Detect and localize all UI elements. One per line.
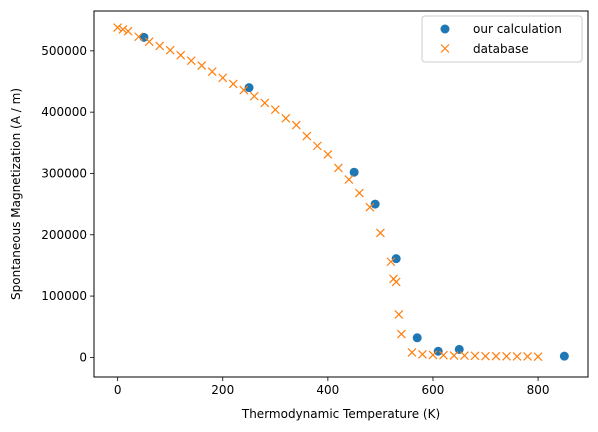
axis-ticks: 0 200 400 600 800 0 100000 200000 300000 400000 50…: [41, 44, 549, 397]
legend-label-our-calculation: our calculation: [473, 22, 562, 36]
point-database: [407, 348, 417, 357]
point-our-calculation: [559, 351, 569, 361]
point-database: [533, 352, 543, 362]
point-our-calculation: [349, 167, 359, 177]
point-database: [123, 26, 133, 36]
y-axis-label: Spontaneous Magnetization (A / m): [9, 88, 23, 300]
point-our-calculation: [433, 346, 443, 356]
point-database: [449, 351, 459, 360]
x-axis-label: Thermodynamic Temperature (K): [241, 407, 440, 421]
y-tick-label: 100000: [41, 289, 87, 303]
point-database: [270, 105, 280, 115]
point-database: [165, 45, 175, 55]
point-database: [391, 277, 401, 287]
point-database: [439, 350, 448, 360]
point-database: [375, 228, 385, 238]
plot-frame: [93, 10, 589, 378]
point-database: [249, 91, 259, 101]
point-database: [397, 329, 406, 339]
point-database: [291, 120, 301, 130]
point-database: [523, 352, 532, 361]
point-database: [118, 24, 128, 34]
point-database: [386, 257, 396, 267]
point-database: [144, 37, 154, 47]
point-database: [260, 98, 270, 108]
point-database: [460, 351, 469, 360]
point-database: [365, 202, 375, 212]
y-tick-label: 200000: [41, 228, 87, 242]
point-database: [481, 351, 490, 361]
point-database: [134, 32, 144, 42]
point-database: [176, 50, 186, 60]
y-tick-label: 300000: [41, 166, 87, 180]
point-database: [228, 79, 238, 89]
point-database: [502, 351, 511, 361]
point-our-calculation: [412, 333, 422, 343]
x-tick-label: 800: [527, 383, 550, 397]
legend: our calculation database: [421, 15, 583, 63]
legend-box: [421, 15, 583, 63]
point-database: [218, 73, 228, 83]
point-database: [418, 349, 427, 359]
point-database: [344, 175, 354, 185]
point-database: [281, 113, 291, 123]
x-tick-label: 600: [422, 383, 445, 397]
point-our-calculation: [454, 344, 464, 354]
y-tick-label: 0: [79, 350, 87, 364]
point-database: [512, 352, 522, 361]
y-tick-label: 500000: [41, 44, 87, 58]
data-points: [113, 23, 569, 362]
point-database: [197, 61, 207, 70]
point-our-calculation: [244, 83, 254, 93]
point-database: [394, 310, 404, 319]
point-our-calculation: [391, 254, 401, 264]
x-tick-label: 400: [316, 383, 339, 397]
x-tick-label: 200: [211, 383, 234, 397]
legend-label-database: database: [473, 42, 529, 56]
legend-marker-our-calculation: [440, 24, 450, 34]
point-database: [354, 188, 364, 198]
point-database: [186, 56, 196, 66]
point-database: [428, 350, 438, 360]
point-database: [323, 150, 333, 159]
legend-marker-database: [440, 44, 450, 53]
point-database: [113, 23, 123, 32]
point-database: [333, 163, 343, 173]
y-tick-label: 400000: [41, 105, 87, 119]
point-database: [302, 131, 312, 141]
point-database: [470, 351, 480, 361]
point-database: [207, 67, 217, 77]
point-database: [312, 141, 322, 151]
point-database: [239, 85, 249, 95]
point-database: [155, 41, 165, 51]
point-database: [491, 351, 501, 361]
x-tick-label: 0: [114, 383, 122, 397]
point-our-calculation: [370, 199, 380, 209]
